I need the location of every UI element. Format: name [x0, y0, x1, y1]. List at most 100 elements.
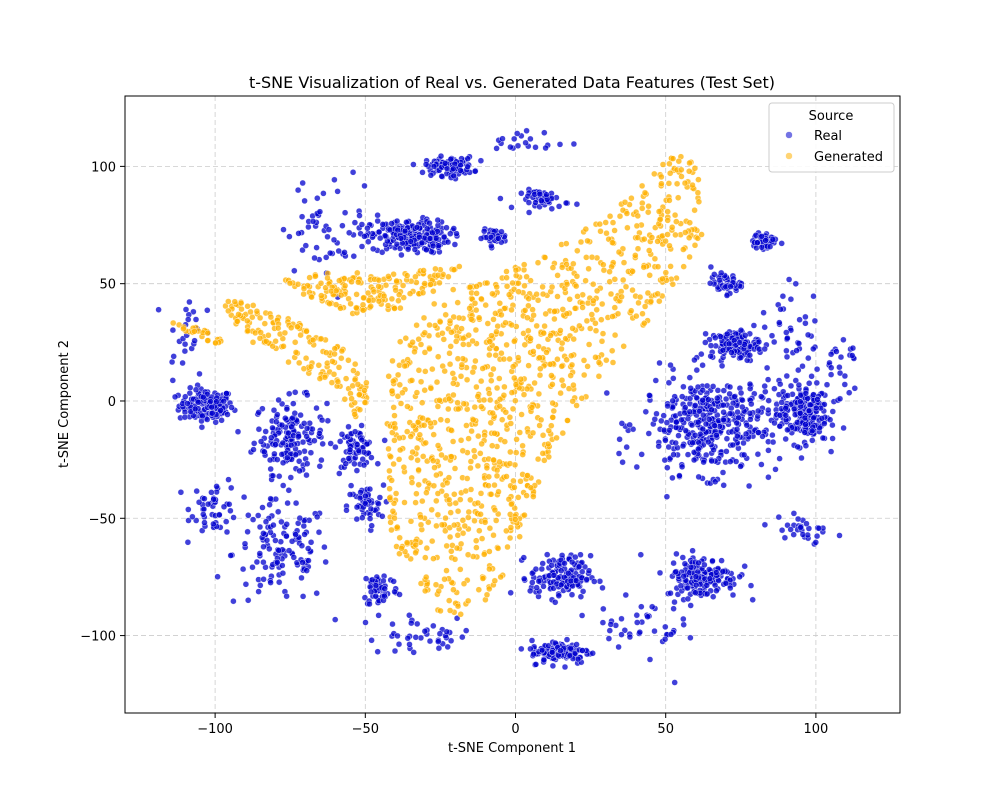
generated-point	[496, 375, 503, 382]
real-point	[288, 538, 296, 545]
real-point	[615, 450, 623, 457]
real-point	[827, 371, 835, 378]
generated-point	[515, 288, 522, 295]
generated-point	[681, 179, 689, 187]
generated-point	[450, 313, 457, 321]
generated-point	[441, 302, 448, 309]
real-point	[615, 643, 622, 651]
generated-point	[673, 180, 681, 188]
generated-point	[607, 290, 615, 298]
real-point	[386, 226, 394, 234]
real-point	[756, 346, 763, 353]
real-point	[368, 522, 375, 529]
x-axis-label: t-SNE Component 1	[448, 741, 576, 756]
real-point	[369, 576, 376, 583]
real-point	[255, 588, 262, 595]
real-point	[827, 351, 835, 358]
real-point	[607, 621, 614, 628]
generated-point	[256, 314, 264, 322]
generated-point	[571, 305, 579, 312]
generated-point	[633, 312, 640, 320]
real-point	[169, 377, 177, 384]
real-point	[353, 467, 361, 474]
real-point	[177, 489, 185, 496]
real-point	[291, 410, 298, 417]
real-point	[836, 395, 844, 402]
generated-point	[530, 493, 537, 500]
generated-point	[507, 420, 514, 427]
real-point	[450, 225, 457, 232]
generated-point	[558, 345, 565, 353]
real-point	[686, 395, 694, 402]
real-point	[778, 399, 785, 406]
generated-point	[448, 548, 455, 555]
generated-point	[645, 208, 652, 216]
generated-point	[429, 365, 436, 373]
generated-point	[403, 272, 411, 279]
x-tick-label: 100	[803, 722, 828, 737]
generated-point	[394, 371, 402, 379]
real-point	[758, 233, 765, 240]
real-point	[690, 456, 698, 464]
generated-point	[486, 351, 493, 359]
real-point	[464, 163, 471, 171]
generated-point	[658, 180, 665, 187]
real-point	[307, 539, 315, 546]
generated-point	[306, 274, 313, 281]
generated-point	[421, 280, 428, 287]
real-point	[532, 661, 540, 668]
real-point	[525, 209, 533, 216]
generated-point	[525, 362, 532, 369]
generated-point	[457, 611, 464, 618]
generated-point	[244, 317, 251, 325]
real-point	[826, 416, 834, 423]
real-point	[357, 489, 364, 496]
generated-point	[467, 458, 475, 465]
real-point	[298, 574, 305, 582]
generated-point	[521, 261, 528, 268]
real-point	[426, 219, 433, 227]
real-point	[566, 652, 574, 659]
generated-point	[407, 518, 415, 525]
generated-point	[519, 451, 526, 458]
real-point	[341, 209, 349, 216]
generated-point	[611, 276, 618, 283]
real-point	[661, 636, 669, 643]
legend-marker-real	[785, 131, 793, 139]
real-point	[239, 565, 247, 573]
real-point	[406, 612, 413, 619]
generated-point	[356, 391, 363, 398]
real-point	[696, 408, 703, 415]
real-point	[535, 578, 542, 585]
real-point	[244, 528, 251, 535]
generated-point	[488, 332, 495, 339]
generated-point	[465, 597, 472, 605]
generated-point	[559, 339, 566, 347]
generated-point	[352, 360, 359, 368]
generated-point	[430, 288, 437, 295]
generated-point	[618, 288, 625, 295]
real-point	[703, 582, 710, 589]
generated-point	[473, 544, 480, 551]
real-point	[182, 306, 190, 313]
generated-point	[460, 341, 467, 348]
generated-point	[391, 412, 398, 419]
real-point	[745, 482, 753, 490]
generated-point	[574, 247, 581, 255]
real-point	[540, 656, 548, 664]
generated-point	[453, 338, 460, 345]
generated-point	[337, 305, 344, 312]
real-point	[785, 276, 793, 283]
real-point	[406, 641, 413, 648]
real-point	[464, 155, 471, 162]
real-point	[802, 390, 809, 397]
generated-point	[569, 398, 576, 405]
generated-point	[563, 356, 570, 363]
generated-point	[525, 295, 532, 302]
generated-point	[444, 417, 451, 424]
real-point	[758, 461, 765, 468]
real-point	[309, 425, 316, 433]
generated-point	[335, 364, 343, 371]
real-point	[772, 466, 779, 473]
generated-point	[518, 411, 525, 418]
